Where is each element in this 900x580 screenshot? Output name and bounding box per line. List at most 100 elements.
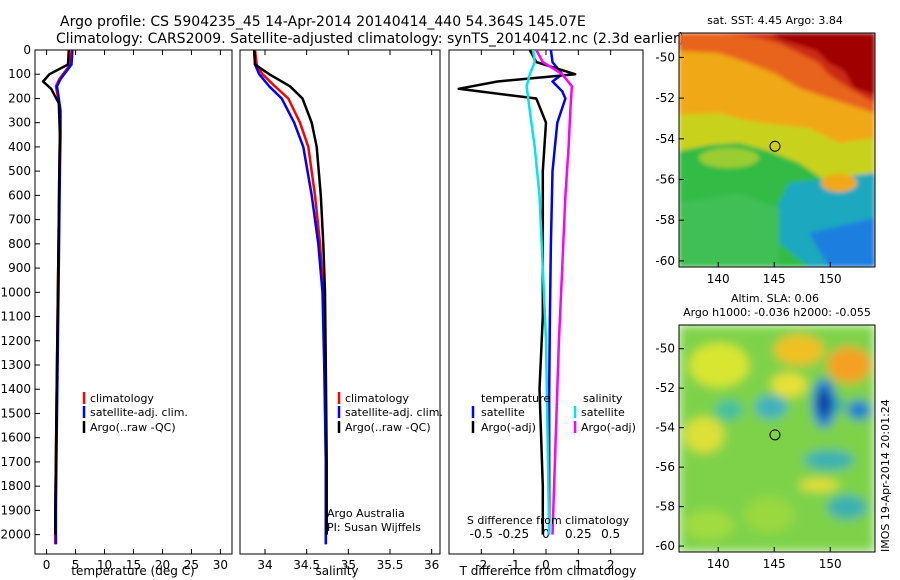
sla-map-panel: Altim. SLA: 0.06 Argo h1000: -0.036 h200… (655, 292, 892, 571)
x-tick-label: -1 (508, 558, 520, 572)
legend-label-s-argo: Argo(-adj) (581, 421, 636, 434)
temperature-legend: climatology satellite-adj. clim. Argo(..… (82, 392, 188, 434)
y-tick-label: 1200 (0, 334, 31, 348)
salinity-panel: 34 34.5 35 35.5 36 salinity climatology sate… (239, 49, 443, 578)
legend-label-s-satellite: satellite (581, 406, 625, 419)
temperature-axes-frame (34, 49, 233, 555)
y-tick-label: 400 (8, 140, 31, 154)
legend-label-argo: Argo(..raw -QC) (90, 421, 176, 434)
y-tick-label: -52 (655, 381, 675, 395)
x-tick-label: 1 (575, 558, 583, 572)
x-tick-label: 0 (43, 558, 51, 572)
y-tick-label: 1700 (0, 455, 31, 469)
sla-profile-marker (769, 429, 781, 441)
series-line (535, 50, 574, 535)
header-line-1: Argo profile: CS 5904235_45 14-Apr-2014 … (60, 14, 586, 30)
legend-label-t-satellite: satellite (481, 406, 525, 419)
annotation-argo-australia: Argo Australia (327, 507, 405, 520)
y-tick-label: 800 (8, 237, 31, 251)
sla-map-title: Altim. SLA: 0.06 (731, 292, 819, 305)
sst-heatmap (679, 33, 875, 267)
y-tick-label: -60 (655, 254, 675, 268)
x-tick-label: 145 (763, 272, 786, 286)
y-tick-label: -56 (655, 460, 675, 474)
top-tick-label: -0.25 (498, 527, 529, 541)
y-tick-label: 1800 (0, 479, 31, 493)
t-difference-label: T difference from climatology (459, 564, 637, 578)
temperature-panel: 0100200300400500600700800900100011001200… (0, 43, 233, 578)
y-tick-label: 1600 (0, 431, 31, 445)
legend-label-satellite: satellite-adj. clim. (345, 406, 443, 419)
imos-timestamp: IMOS 19-Apr-2014 20:01:24 (879, 399, 892, 552)
y-tick-label: -54 (655, 132, 675, 146)
series-line (252, 50, 328, 545)
y-tick-label: 1500 (0, 406, 31, 420)
x-tick-label: 34 (257, 558, 272, 572)
y-tick-label: 1300 (0, 358, 31, 372)
x-tick-label: -2 (475, 558, 487, 572)
legend-label-climatology: climatology (345, 392, 409, 405)
x-tick-label: 5 (72, 558, 80, 572)
legend-title-salinity: salinity (583, 392, 623, 405)
y-tick-label: 200 (8, 91, 31, 105)
depth-tick-labels: 0 100 200 300 400 500 600 700 800 900 1000 1100 1200… (0, 43, 40, 542)
difference-legend: temperature salinity satellite Argo(-adj… (471, 392, 636, 434)
x-tick-label: 30 (213, 558, 228, 572)
difference-tick-labels: -2 -1 0 1 2 -0.5 -0.25 0 0.25 0.5 (470, 50, 620, 572)
x-tick-label: 34.5 (293, 558, 320, 572)
sst-tick-labels: 140 145 150 -50 -52 -54 -56 -58 -60 (655, 50, 841, 286)
x-tick-label: 0 (542, 558, 550, 572)
x-tick-label: 140 (707, 272, 730, 286)
temperature-xlabel: temperature (deg C) (71, 564, 194, 578)
series-line (41, 50, 71, 535)
salinity-xlabel: salinity (315, 564, 358, 578)
top-tick-label: 0 (542, 527, 550, 541)
y-tick-label: 900 (8, 261, 31, 275)
salinity-lines (252, 50, 328, 545)
difference-lines (457, 50, 577, 535)
y-tick-label: 1900 (0, 503, 31, 517)
y-tick-label: -56 (655, 173, 675, 187)
header-line-2: Climatology: CARS2009. Satellite-adjuste… (56, 31, 684, 47)
y-tick-label: 100 (8, 67, 31, 81)
y-tick-label: 300 (8, 116, 31, 130)
x-tick-label: 10 (97, 558, 112, 572)
y-tick-label: -50 (655, 50, 675, 64)
x-tick-label: 35 (341, 558, 356, 572)
y-tick-label: -60 (655, 539, 675, 553)
y-tick-label: 2000 (0, 528, 31, 542)
sla-tick-labels: 140 145 150 -50 -52 -54 -56 -58 -60 (655, 342, 841, 571)
y-tick-label: 500 (8, 164, 31, 178)
sla-map-frame (678, 324, 876, 553)
sst-map-panel: sat. SST: 4.45 Argo: 3.84 140 145 150 -50 -5… (655, 14, 876, 286)
legend-label-argo: Argo(..raw -QC) (345, 421, 431, 434)
top-tick-label: -0.5 (470, 527, 493, 541)
legend-title-temperature: temperature (481, 392, 550, 405)
x-tick-label: 150 (819, 557, 842, 571)
y-tick-label: 600 (8, 188, 31, 202)
temperature-tick-labels: 0 5 10 15 20 25 30 (43, 50, 228, 572)
y-tick-label: -58 (655, 213, 675, 227)
x-tick-label: 2 (607, 558, 615, 572)
y-tick-label: -50 (655, 342, 675, 356)
x-tick-label: 36 (424, 558, 439, 572)
s-difference-label: S difference from climatology (467, 514, 630, 527)
top-tick-label: 0.25 (565, 527, 592, 541)
y-tick-label: 700 (8, 213, 31, 227)
sla-map-subtitle: Argo h1000: -0.036 h2000: -0.055 (683, 306, 871, 319)
x-tick-label: 35.5 (377, 558, 404, 572)
difference-panel: -2 -1 0 1 2 -0.5 -0.25 0 0.25 0.5 S difference fr… (448, 49, 644, 578)
series-line (252, 50, 328, 535)
sst-map-frame (678, 32, 876, 268)
y-tick-label: 0 (23, 43, 31, 57)
x-tick-label: 15 (126, 558, 141, 572)
y-tick-label: -52 (655, 91, 675, 105)
legend-label-t-argo: Argo(-adj) (481, 421, 536, 434)
x-tick-label: 20 (155, 558, 170, 572)
y-tick-label: 1100 (0, 310, 31, 324)
y-tick-label: -58 (655, 500, 675, 514)
salinity-axes-frame (239, 49, 441, 555)
salinity-legend: climatology satellite-adj. clim. Argo(..… (337, 392, 443, 434)
x-tick-label: 140 (707, 557, 730, 571)
